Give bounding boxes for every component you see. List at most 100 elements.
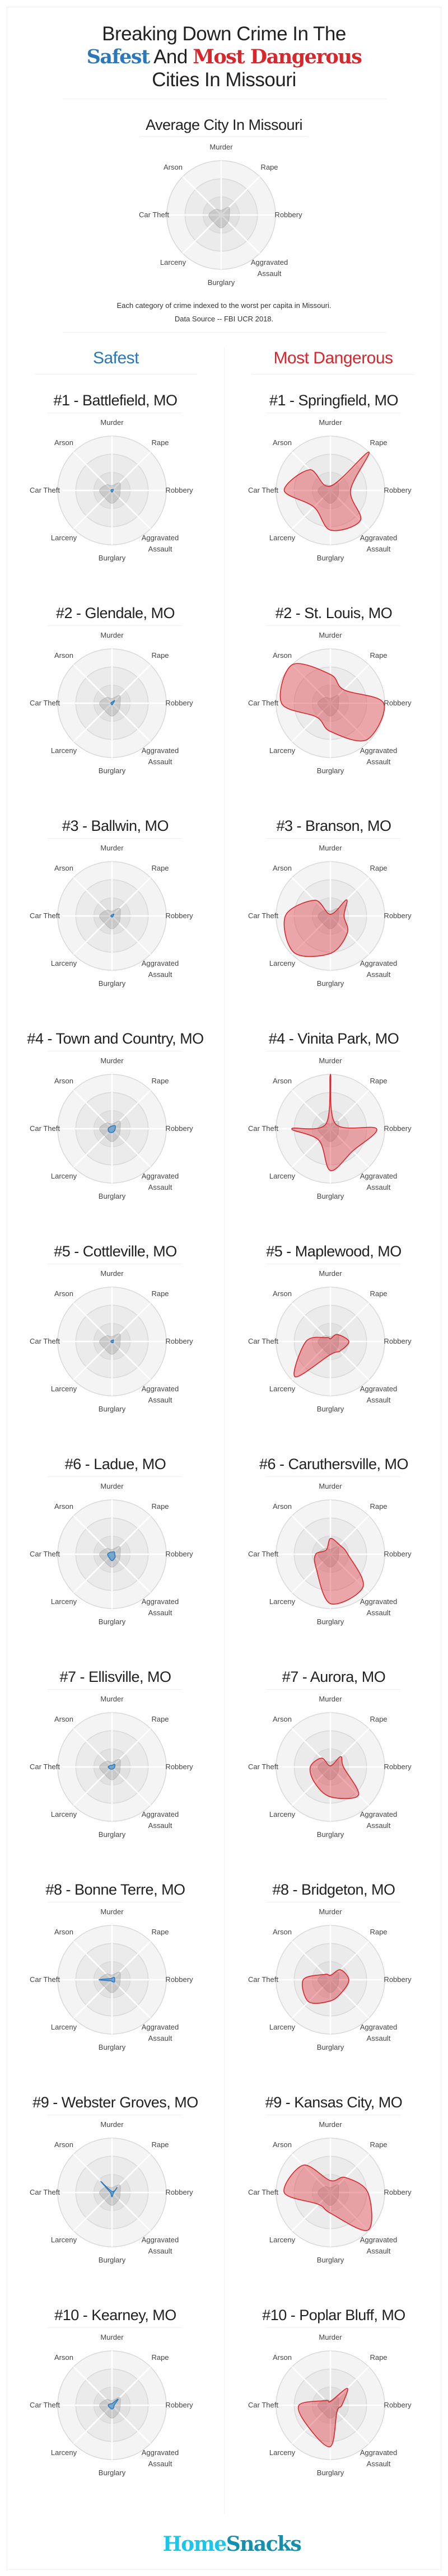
data-point-robbery	[113, 703, 114, 704]
axis-label-murder: Murder	[100, 1269, 124, 1278]
axis-label-arson: Arson	[54, 651, 73, 660]
data-point-larceny	[318, 1139, 320, 1141]
axis-label-larceny: Larceny	[269, 2448, 296, 2457]
axis-label-aggravated-assault: Aggravated Assault	[360, 959, 398, 979]
radar-svg	[276, 861, 385, 971]
axis-label-car-theft: Car Theft	[30, 1124, 60, 1133]
axis-label-arson: Arson	[54, 1289, 73, 1298]
axis-label-larceny: Larceny	[269, 746, 296, 755]
data-point-aggravated-assault	[360, 520, 361, 521]
chart-title-divider	[266, 838, 400, 839]
axis-label-murder: Murder	[319, 418, 342, 427]
data-point-burglary	[330, 1354, 331, 1355]
data-point-car-theft	[302, 1979, 304, 1980]
chart-title-divider	[140, 136, 308, 137]
axis-label-murder: Murder	[100, 844, 124, 852]
axis-line-larceny	[182, 214, 222, 254]
axis-label-aggravated-assault: Aggravated Assault	[360, 1810, 398, 1830]
axis-line-rape	[111, 1728, 151, 1768]
axis-label-rape: Rape	[370, 1928, 388, 1936]
axis-line-arson	[73, 1941, 113, 1980]
average-city-shape	[99, 908, 121, 929]
axis-label-burglary: Burglary	[316, 2469, 344, 2477]
data-point-burglary	[111, 1342, 113, 1343]
title-line-2: Safest And Most Dangerous	[87, 46, 362, 68]
axis-label-car-theft: Car Theft	[248, 911, 278, 920]
axis-line-aggravated-assault	[111, 2405, 151, 2444]
data-point-rape	[335, 1123, 336, 1124]
axis-label-aggravated-assault: Aggravated Assault	[141, 534, 179, 553]
chart-title-divider	[266, 625, 400, 626]
axis-line-rape	[330, 1090, 370, 1129]
axis-label-murder: Murder	[319, 844, 342, 852]
axis-label-murder: Murder	[100, 2120, 124, 2129]
axis-label-car-theft: Car Theft	[248, 1337, 278, 1345]
data-point-rape	[340, 1969, 341, 1970]
axis-line-aggravated-assault	[330, 1766, 370, 1806]
data-point-robbery	[347, 1554, 348, 1555]
chart-title: #7 - Aurora, MO	[282, 1668, 386, 1685]
data-point-murder	[111, 1977, 113, 1979]
axis-line-aggravated-assault	[330, 1341, 370, 1381]
axis-label-rape: Rape	[370, 2140, 388, 2149]
data-point-burglary	[330, 2000, 331, 2002]
axis-label-rape: Rape	[370, 1289, 388, 1298]
axis-label-car-theft: Car Theft	[248, 1550, 278, 1558]
axis-label-robbery: Robbery	[384, 1337, 412, 1345]
axis-label-murder: Murder	[100, 1056, 124, 1065]
data-point-rape	[340, 1756, 342, 1757]
axis-line-larceny	[73, 1554, 113, 1593]
axis-label-car-theft: Car Theft	[139, 211, 169, 219]
data-point-car-theft	[310, 1766, 311, 1768]
chart-title: Average City In Missouri	[145, 116, 303, 133]
data-point-murder	[330, 1074, 331, 1075]
data-point-robbery	[343, 1766, 344, 1768]
data-point-car-theft	[298, 2405, 300, 2406]
axis-line-arson	[73, 1728, 113, 1768]
axis-label-aggravated-assault: Aggravated Assault	[141, 959, 179, 979]
data-point-rape	[337, 1334, 338, 1335]
axis-line-aggravated-assault	[111, 490, 151, 530]
axis-label-car-theft: Car Theft	[30, 2188, 60, 2196]
axis-line-rape	[330, 1515, 370, 1555]
axis-label-robbery: Robbery	[165, 699, 193, 707]
data-point-robbery	[115, 1128, 116, 1129]
data-point-arson	[302, 2164, 304, 2166]
axis-label-aggravated-assault: Aggravated Assault	[141, 1597, 179, 1617]
column-divider	[224, 347, 225, 2514]
data-point-murder	[330, 674, 331, 675]
axis-label-car-theft: Car Theft	[30, 2401, 60, 2409]
axis-label-robbery: Robbery	[384, 1124, 412, 1133]
dangerous-heading-divider	[252, 374, 414, 375]
axis-label-larceny: Larceny	[50, 959, 77, 967]
axis-label-aggravated-assault: Aggravated Assault	[360, 746, 398, 766]
data-point-car-theft	[108, 1128, 109, 1129]
data-point-arson	[325, 1123, 326, 1125]
axis-label-murder: Murder	[100, 1482, 124, 1490]
radar-svg	[276, 2138, 385, 2247]
data-point-burglary	[111, 1560, 113, 1562]
axis-line-rape	[221, 176, 260, 216]
axis-label-car-theft: Car Theft	[30, 486, 60, 494]
axis-label-robbery: Robbery	[384, 1550, 412, 1558]
radar-svg	[57, 1074, 167, 1184]
data-point-rape	[343, 689, 344, 690]
average-city-shape	[318, 1971, 339, 1993]
axis-line-larceny	[291, 1554, 331, 1593]
data-point-rape	[339, 1544, 340, 1546]
data-point-car-theft	[107, 1554, 109, 1555]
data-point-murder	[111, 2191, 113, 2192]
data-source: Data Source -- FBI UCR 2018.	[174, 315, 274, 323]
data-point-larceny	[110, 703, 112, 705]
axis-label-aggravated-assault: Aggravated Assault	[360, 534, 398, 553]
axis-line-arson	[291, 1090, 331, 1129]
data-point-rape	[114, 700, 115, 701]
axis-label-robbery: Robbery	[165, 1975, 193, 1984]
axis-label-rape: Rape	[151, 1077, 169, 1085]
data-point-burglary	[111, 704, 113, 705]
average-city-shape	[99, 482, 121, 504]
axis-label-murder: Murder	[319, 631, 342, 639]
radar-svg	[276, 1712, 385, 1822]
data-point-arson	[314, 900, 315, 901]
data-point-rape	[113, 913, 115, 915]
